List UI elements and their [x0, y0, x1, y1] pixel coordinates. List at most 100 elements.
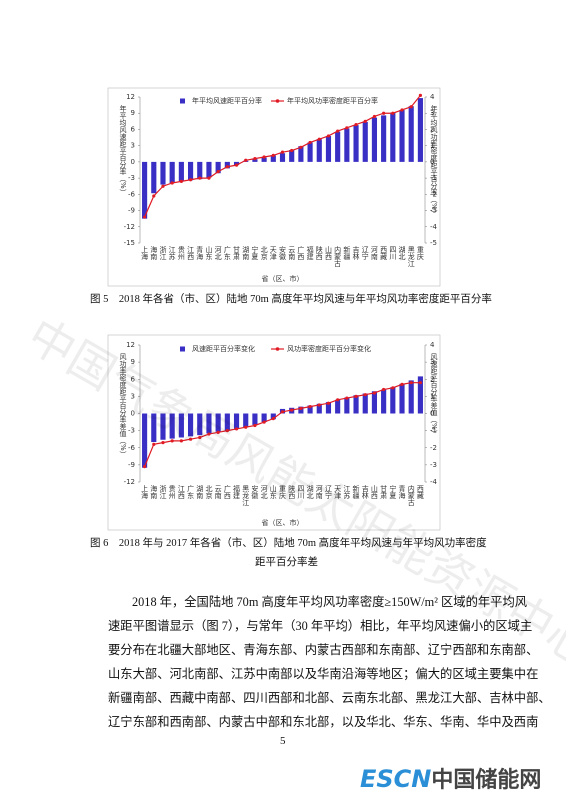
bar: [390, 387, 396, 414]
bar: [160, 413, 166, 440]
line-marker: [280, 410, 285, 414]
bar: [261, 413, 267, 423]
legend-swatch: [275, 347, 280, 351]
line-marker: [382, 111, 386, 115]
y2-tick-label: -1: [430, 427, 437, 435]
bar: [316, 139, 322, 162]
chart-frame: [107, 334, 441, 531]
bar: [233, 161, 240, 166]
line-marker: [179, 179, 183, 183]
y-tick-label: 9: [131, 358, 135, 366]
line-marker: [326, 134, 331, 138]
y2-tick-label: 0: [430, 158, 434, 166]
line-marker: [345, 126, 349, 130]
bar: [381, 389, 387, 414]
bar: [187, 413, 194, 437]
line-marker: [161, 441, 165, 445]
y-tick-label: -12: [124, 223, 135, 231]
logo: ESCN中国储能网: [360, 762, 541, 794]
x-tick-label: 海南: [150, 245, 158, 260]
bar: [371, 391, 378, 414]
line-marker: [161, 184, 165, 188]
x-tick-label: 江西: [187, 246, 195, 261]
line-marker: [409, 381, 413, 385]
y2-tick-label: 3: [430, 109, 434, 117]
x-tick-label: 西藏: [416, 485, 424, 500]
x-tick-label: 河南: [370, 246, 378, 260]
bar: [270, 155, 276, 162]
line-marker: [418, 381, 423, 385]
x-tick-label: 四川: [297, 485, 305, 499]
line-marker: [207, 432, 211, 436]
x-axis-title: 省（区、市）: [262, 274, 304, 283]
bar: [270, 413, 276, 420]
x-axis-title: 省（区、市）: [262, 518, 304, 527]
y-tick-label: 9: [131, 109, 135, 117]
x-tick-label: 河北: [260, 485, 268, 500]
figure-caption: 距平百分率差: [255, 557, 318, 568]
line-marker: [290, 408, 294, 412]
line-marker: [225, 165, 229, 169]
bar: [408, 380, 414, 414]
x-tick-label: 河北: [214, 246, 222, 261]
bar: [169, 161, 175, 183]
x-tick-label: 山东: [205, 245, 213, 260]
y2-tick-label: 2: [430, 375, 434, 383]
x-tick-label: 辽宁: [361, 246, 369, 260]
y2-tick-label: -2: [430, 190, 437, 198]
bar: [215, 161, 221, 174]
bar: [261, 157, 267, 162]
line-marker: [382, 387, 386, 392]
logo-latin: ESCN: [360, 765, 432, 793]
bar: [316, 403, 322, 414]
x-tick-label: 浙江: [159, 245, 167, 261]
bar: [325, 135, 332, 162]
legend-swatch: [275, 99, 280, 103]
bar: [252, 413, 258, 425]
line-marker: [363, 393, 367, 397]
line-marker: [308, 140, 312, 145]
line-marker: [391, 386, 395, 390]
x-tick-label: 甘肃: [233, 245, 241, 261]
x-tick-label: 重庆: [416, 246, 424, 261]
y2-tick-label: -4: [430, 223, 438, 231]
y-tick-label: -9: [128, 461, 135, 469]
y2-tick-label: -3: [430, 207, 437, 215]
y2-tick-label: 4: [430, 341, 435, 349]
bar: [233, 413, 240, 429]
bar: [224, 161, 230, 169]
bar: [353, 395, 359, 414]
paragraph-line: 2018 年，全国陆地 70m 高度年平均风功率密度≥150W/m² 区域的年平…: [132, 595, 528, 609]
bar: [390, 112, 396, 162]
line-marker: [262, 155, 266, 159]
x-tick-label: 黑龙江: [407, 246, 415, 268]
y2-tick-label: 1: [430, 392, 434, 400]
line-marker: [216, 170, 220, 174]
line-marker: [299, 145, 303, 149]
x-tick-label: 山西: [324, 245, 332, 261]
y-tick-label: 6: [131, 375, 136, 383]
legend-label: 风功率密度距平百分率变化: [287, 344, 371, 353]
line-marker: [290, 148, 294, 153]
x-tick-label: 内蒙古: [334, 245, 342, 268]
x-tick-label: 福建: [306, 245, 314, 261]
x-tick-label: 江西: [177, 485, 185, 500]
bar: [353, 125, 359, 162]
line-marker: [170, 181, 174, 185]
x-tick-label: 河南: [315, 485, 323, 499]
paragraph-line: 辽宁东部和西南部、内蒙古中部和东北部，以及华北、华东、华南、华中及西南: [108, 715, 539, 729]
bar: [344, 397, 350, 414]
x-tick-label: 云南: [288, 246, 296, 260]
bar: [206, 413, 212, 434]
line-marker: [262, 420, 266, 424]
bar: [206, 161, 212, 178]
y2-tick-label: 1: [430, 142, 434, 150]
line-marker: [372, 114, 377, 119]
page-number: 5: [280, 735, 286, 747]
bar: [178, 161, 184, 182]
x-tick-label: 湖北: [306, 484, 314, 500]
y-tick-label: 3: [131, 392, 135, 400]
line-marker: [207, 176, 211, 180]
bar: [417, 98, 423, 162]
